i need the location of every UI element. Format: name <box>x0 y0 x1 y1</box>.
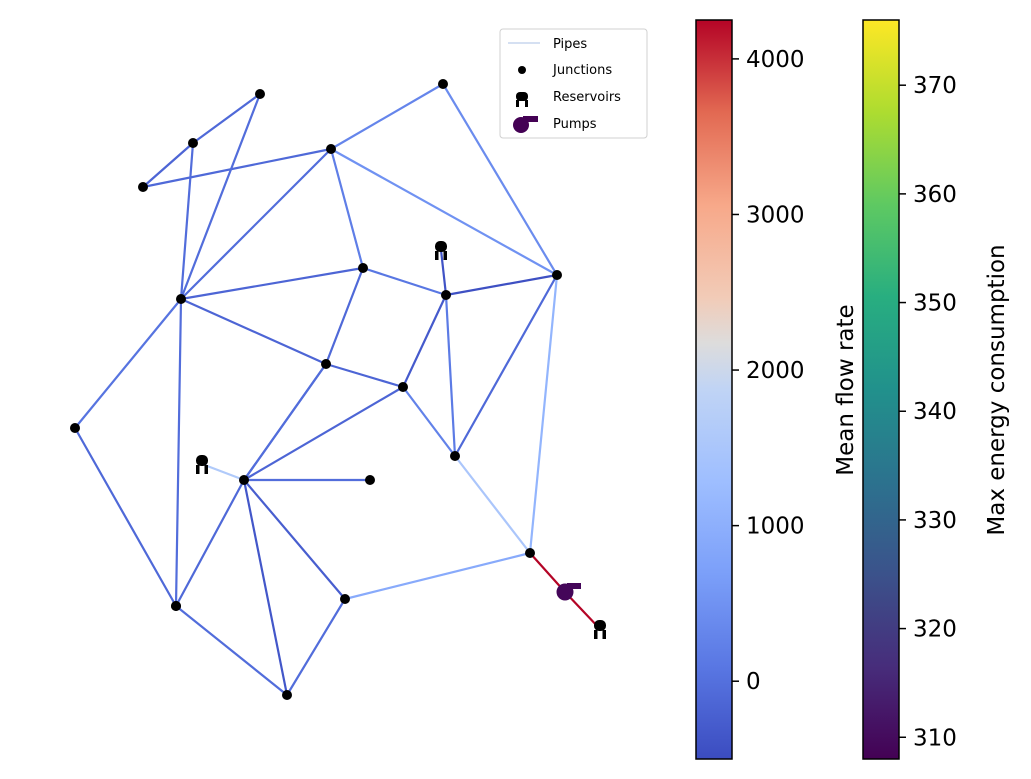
energy-colorbar: 310 320 330 340 350 360 370 Max energy consump… <box>863 20 1010 759</box>
junction-j13 <box>398 382 408 392</box>
legend-reservoirs-label: Reservoirs <box>553 90 621 105</box>
pipe-p31 <box>244 480 287 695</box>
pump-pu1 <box>557 583 582 601</box>
legend-pipes-label: Pipes <box>553 37 587 52</box>
flow-colorbar-label: Mean flow rate <box>833 304 859 475</box>
pipe-p28 <box>202 464 244 480</box>
junction-j20 <box>282 690 292 700</box>
pipe-p20 <box>446 295 455 456</box>
pipe-p12 <box>181 299 326 364</box>
junction-j21 <box>365 475 375 485</box>
junction-j10 <box>552 270 562 280</box>
flow-colorbar-gradient <box>696 20 732 759</box>
junction-j2 <box>188 138 198 148</box>
energy-colorbar-gradient <box>863 20 899 759</box>
junction-j6 <box>326 144 336 154</box>
junction-j8 <box>70 423 80 433</box>
junction-j3 <box>138 182 148 192</box>
pipe-p29 <box>176 480 244 606</box>
flow-tick-label: 0 <box>746 669 761 695</box>
pipe-p9 <box>331 149 363 268</box>
junction-j9 <box>358 263 368 273</box>
pipe-p30 <box>244 480 345 599</box>
pipe-p18 <box>446 275 557 295</box>
pipe-p5 <box>181 94 260 299</box>
junction-j7 <box>176 294 186 304</box>
junction-j18 <box>525 548 535 558</box>
energy-tick-label: 350 <box>913 291 957 317</box>
energy-tick-label: 330 <box>913 508 957 534</box>
reservoir-r2 <box>196 455 208 474</box>
junction-j15 <box>450 451 460 461</box>
pipe-p25 <box>244 387 403 480</box>
pipe-p36 <box>345 553 530 599</box>
pipe-p34 <box>176 606 287 695</box>
junction-j19 <box>340 594 350 604</box>
junction-j16 <box>239 475 249 485</box>
pipe-p13 <box>176 299 181 606</box>
energy-tick-label: 370 <box>913 73 957 99</box>
legend-junction-swatch <box>518 66 526 74</box>
energy-tick-label: 310 <box>913 725 957 751</box>
pipe-p1 <box>143 143 193 187</box>
flow-tick-label: 2000 <box>746 358 805 384</box>
flow-tick-label: 3000 <box>746 202 805 228</box>
junction-j11 <box>441 290 451 300</box>
pipe-p4 <box>181 143 193 299</box>
pipe-p35 <box>287 599 345 695</box>
pipe-p23 <box>326 364 403 387</box>
pipe-p7 <box>331 84 443 149</box>
energy-tick-label: 360 <box>913 182 957 208</box>
flow-tick-label: 4000 <box>746 47 805 73</box>
pipe-p15 <box>326 268 363 364</box>
junction-j12 <box>321 359 331 369</box>
pipe-p33 <box>75 428 176 606</box>
legend-junctions-label: Junctions <box>552 63 612 78</box>
legend-pumps-label: Pumps <box>553 117 597 132</box>
pipes-layer <box>75 84 600 695</box>
pipe-p26 <box>403 387 455 456</box>
pipe-p16 <box>363 268 446 295</box>
energy-tick-label: 340 <box>913 399 957 425</box>
reservoir-r3 <box>594 620 606 639</box>
flow-tick-label: 1000 <box>746 514 805 540</box>
pipe-p19 <box>403 295 446 387</box>
flow-colorbar: 0 1000 2000 3000 4000 Mean flow rate <box>696 20 859 759</box>
energy-tick-label: 320 <box>913 617 957 643</box>
pipe-p14 <box>75 299 181 428</box>
pipe-p37 <box>244 364 326 480</box>
legend: Pipes Junctions Reservoirs Pumps <box>500 29 647 138</box>
junction-j17 <box>171 601 181 611</box>
energy-colorbar-label: Max energy consumption <box>984 244 1010 535</box>
pipe-p27 <box>455 456 530 553</box>
junction-j1 <box>255 89 265 99</box>
junction-j4 <box>438 79 448 89</box>
